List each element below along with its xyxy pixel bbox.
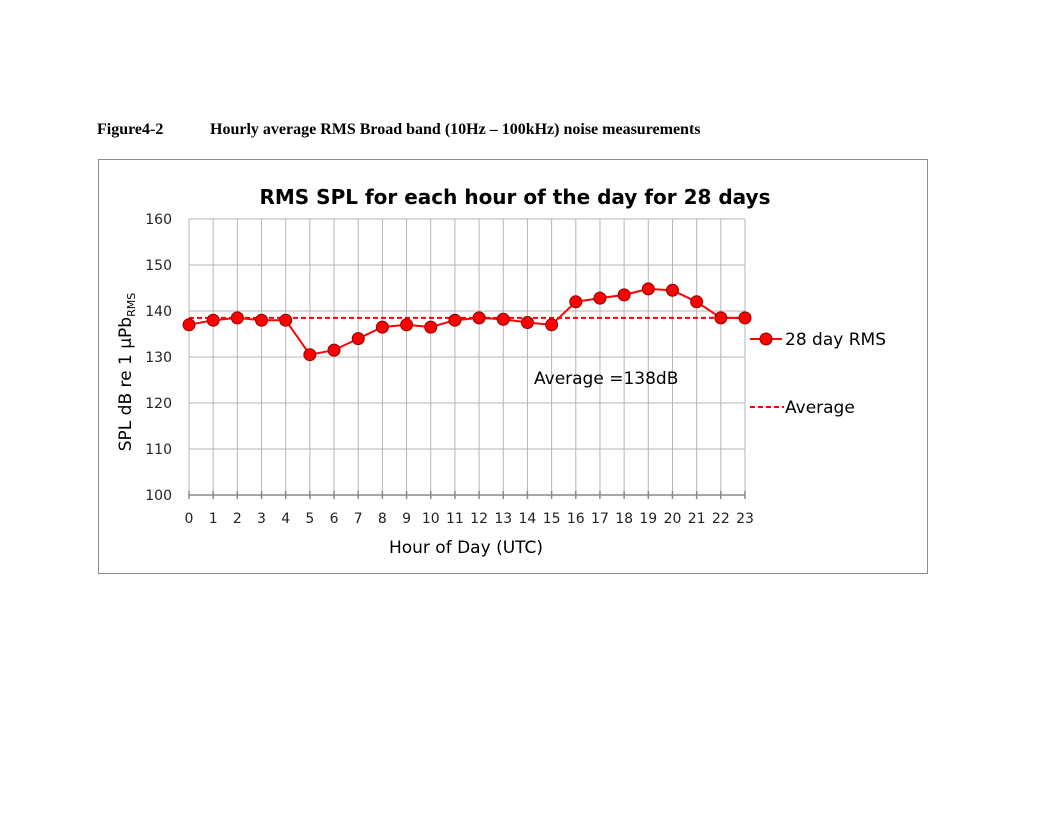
x-tick-label: 20 — [664, 511, 682, 527]
x-tick-label: 8 — [378, 511, 387, 527]
data-point — [496, 312, 510, 326]
data-point — [424, 320, 438, 334]
x-tick-label: 22 — [712, 511, 730, 527]
y-axis-label: SPL dB re 1 µPbRMS — [116, 293, 138, 451]
y-tick-label: 130 — [145, 350, 172, 366]
chart-frame — [98, 159, 928, 574]
axes — [188, 491, 746, 499]
data-point — [641, 282, 655, 296]
x-axis-label: Hour of Day (UTC) — [389, 538, 543, 558]
x-tick-label: 3 — [257, 511, 266, 527]
x-tick-label: 1 — [209, 511, 218, 527]
legend-label-average: Average — [785, 398, 855, 418]
data-point — [569, 295, 583, 309]
chart-title: RMS SPL for each hour of the day for 28 … — [260, 185, 771, 209]
series-layer — [182, 282, 752, 362]
x-tick-label: 6 — [330, 511, 339, 527]
data-point — [255, 313, 269, 327]
figure-title: Hourly average RMS Broad band (10Hz – 10… — [210, 121, 701, 138]
x-tick-label: 14 — [519, 511, 537, 527]
data-point — [448, 313, 462, 327]
data-point — [545, 318, 559, 332]
x-tick-label: 7 — [354, 511, 363, 527]
y-tick-label: 110 — [145, 442, 172, 458]
data-point — [738, 311, 752, 325]
data-point — [520, 316, 534, 329]
data-point — [182, 318, 196, 332]
figure-number: Figure4-2 — [97, 121, 164, 138]
data-point — [400, 318, 414, 332]
y-tick-label: 150 — [145, 258, 172, 274]
y-tick-label: 160 — [145, 212, 172, 228]
data-point — [206, 313, 220, 327]
x-tick-label: 12 — [470, 511, 488, 527]
data-point — [303, 348, 317, 362]
data-point — [327, 343, 341, 357]
data-point — [279, 313, 293, 327]
average-annotation: Average =138dB — [534, 369, 678, 389]
x-tick-label: 23 — [736, 511, 754, 527]
x-tick-label: 0 — [185, 511, 194, 527]
series-line-28-day-rms — [188, 287, 745, 356]
data-point — [230, 311, 244, 325]
x-tick-label: 9 — [402, 511, 411, 527]
figure-caption: Figure4-2 Hourly average RMS Broad band (… — [97, 121, 701, 139]
x-tick-label: 19 — [639, 511, 657, 527]
y-tick-label: 100 — [145, 488, 172, 504]
data-point — [593, 291, 607, 305]
data-point — [665, 283, 679, 297]
x-tick-label: 2 — [233, 511, 242, 527]
y-tick-label: 140 — [145, 304, 172, 320]
x-tick-label: 13 — [494, 511, 512, 527]
y-axis-label-sub: RMS — [125, 293, 138, 317]
data-point — [617, 288, 631, 302]
y-axis-label-main: SPL dB re 1 µPb — [116, 317, 136, 451]
data-point — [375, 320, 389, 334]
y-tick-label: 120 — [145, 396, 172, 412]
x-tick-label: 18 — [615, 511, 633, 527]
x-tick-label: 5 — [305, 511, 314, 527]
grid-lines — [188, 218, 746, 495]
x-tick-label: 10 — [422, 511, 440, 527]
data-point — [351, 332, 365, 346]
legend-marker-28-day-rms — [759, 332, 773, 346]
legend: 28 day RMS Average — [750, 330, 886, 418]
x-tick-label: 17 — [591, 511, 609, 527]
data-point — [714, 311, 728, 325]
x-tick-label: 16 — [567, 511, 585, 527]
x-tick-label: 4 — [281, 511, 290, 527]
data-point — [472, 311, 486, 325]
data-point — [690, 295, 704, 309]
x-tick-label: 15 — [543, 511, 561, 527]
legend-label-28-day-rms: 28 day RMS — [785, 330, 886, 350]
x-tick-label: 11 — [446, 511, 464, 527]
x-tick-label: 21 — [688, 511, 706, 527]
